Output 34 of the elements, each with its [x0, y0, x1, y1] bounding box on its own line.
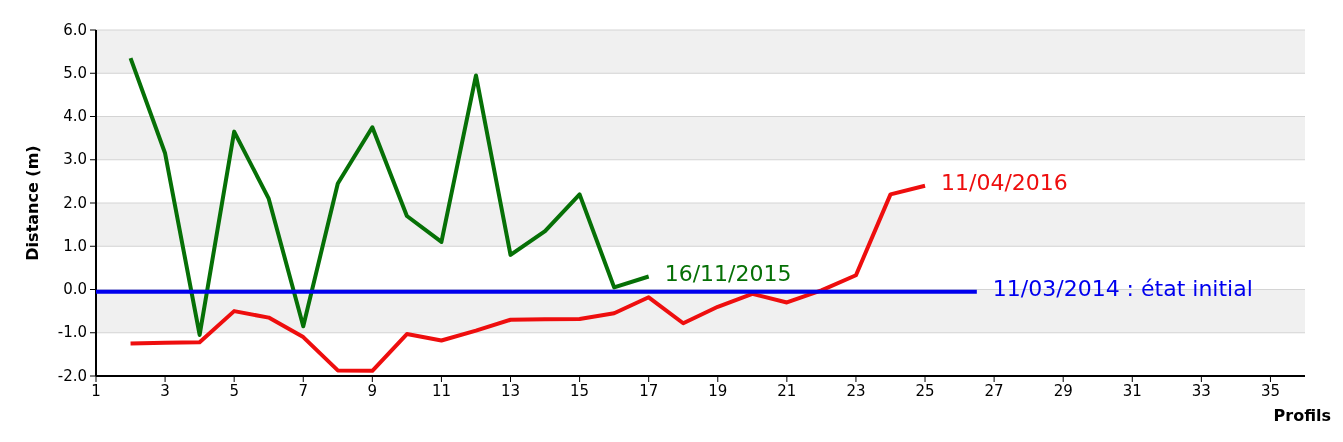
x-tick-label: 23 — [846, 382, 866, 400]
x-tick-label: 19 — [708, 382, 728, 400]
line-series — [128, 183, 928, 373]
y-tick-label: 5.0 — [63, 63, 87, 82]
x-tick-label: 13 — [500, 382, 521, 400]
x-tick-label: 15 — [570, 382, 590, 400]
line-series — [128, 56, 651, 337]
x-tick-label: 17 — [639, 382, 659, 400]
x-tick-label: 3 — [160, 382, 170, 400]
y-tick-label: -2.0 — [57, 366, 87, 385]
y-tick-label: -1.0 — [57, 323, 87, 342]
x-axis-title: Profils — [1273, 406, 1331, 425]
x-tick-label: 1 — [91, 382, 101, 400]
y-tick-label: 0.0 — [63, 280, 87, 298]
x-tick-label: 33 — [1191, 382, 1211, 400]
series-label: 11/04/2016 — [941, 169, 1068, 195]
x-tick-label: 21 — [777, 382, 797, 400]
x-tick-label: 5 — [229, 382, 239, 400]
y-tick-label: 4.0 — [63, 107, 87, 125]
x-tick-label: 7 — [298, 382, 309, 400]
series-label: 16/11/2015 — [664, 260, 792, 286]
y-tick-label: 6.0 — [63, 20, 87, 39]
x-tick-label: 25 — [915, 382, 935, 400]
x-tick-label: 27 — [984, 382, 1004, 400]
series-label: 11/03/2014 : état initial — [992, 275, 1253, 301]
x-tick-label: 35 — [1260, 382, 1280, 400]
y-axis-title: Distance (m) — [23, 145, 42, 261]
x-tick-label: 31 — [1122, 382, 1142, 400]
y-tick-label: 2.0 — [63, 193, 87, 212]
y-tick-label: 1.0 — [63, 236, 87, 255]
x-tick-label: 29 — [1053, 382, 1073, 400]
x-tick-label: 11 — [431, 382, 451, 400]
y-tick-label: 3.0 — [63, 150, 87, 169]
x-tick-label: 9 — [367, 382, 378, 400]
